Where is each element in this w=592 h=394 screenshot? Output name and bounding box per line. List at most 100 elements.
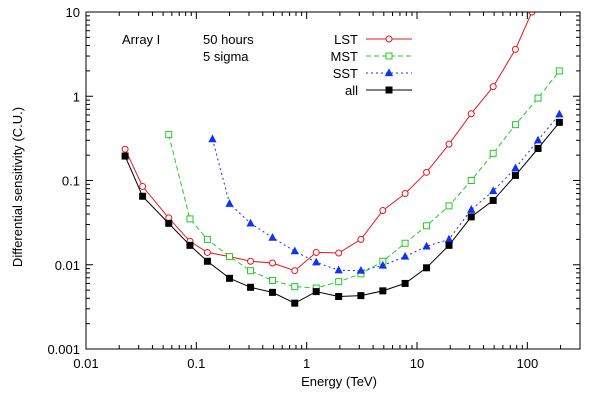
legend-label: all xyxy=(345,83,358,98)
legend-marker xyxy=(386,53,392,59)
series-mst xyxy=(166,68,563,291)
y-tick-label: 0.1 xyxy=(62,174,80,189)
legend-marker xyxy=(386,36,392,42)
data-point-mst xyxy=(248,268,254,274)
data-point-all xyxy=(358,293,364,299)
data-point-lst xyxy=(490,84,496,90)
x-tick-label: 1 xyxy=(303,356,310,371)
data-point-lst xyxy=(140,183,146,189)
data-point-mst xyxy=(490,150,496,156)
data-point-lst xyxy=(336,250,342,256)
series-line-all xyxy=(125,122,559,303)
data-point-all xyxy=(380,288,386,294)
data-point-lst xyxy=(269,260,275,266)
data-point-all xyxy=(468,214,474,220)
data-point-lst xyxy=(468,111,474,117)
data-point-lst xyxy=(204,249,210,255)
data-point-all xyxy=(556,119,562,125)
data-point-lst xyxy=(313,249,319,255)
data-point-all xyxy=(204,258,210,264)
data-point-sst xyxy=(226,200,233,206)
legend-item-mst: MST xyxy=(331,49,412,64)
data-point-lst xyxy=(358,236,364,242)
data-point-sst xyxy=(313,259,320,265)
data-point-sst xyxy=(247,220,254,226)
data-point-mst xyxy=(556,68,562,74)
legend-item-sst: SST xyxy=(333,66,412,81)
data-point-all xyxy=(490,197,496,203)
y-axis-label: Differential sensitivity (C.U.) xyxy=(10,107,25,267)
data-point-sst xyxy=(269,234,276,240)
data-point-all xyxy=(424,265,430,271)
data-point-mst xyxy=(468,178,474,184)
data-point-all xyxy=(227,275,233,281)
data-point-lst xyxy=(424,169,430,175)
data-point-all xyxy=(313,289,319,295)
y-tick-label: 0.01 xyxy=(55,258,80,273)
series-line-lst xyxy=(125,12,532,271)
data-point-all xyxy=(187,242,193,248)
x-tick-label: 100 xyxy=(517,356,539,371)
data-point-lst xyxy=(446,141,452,147)
data-point-all xyxy=(269,289,275,295)
data-point-mst xyxy=(336,279,342,285)
data-point-mst xyxy=(292,284,298,290)
data-point-all xyxy=(336,293,342,299)
data-point-all xyxy=(166,220,172,226)
data-point-lst xyxy=(512,46,518,52)
data-point-sst xyxy=(512,165,519,171)
series-line-sst xyxy=(213,114,560,270)
series-sst xyxy=(209,111,562,274)
data-point-all xyxy=(140,193,146,199)
legend-item-lst: LST xyxy=(334,32,412,47)
legend-marker xyxy=(386,87,392,93)
x-tick-label: 0.1 xyxy=(187,356,205,371)
data-point-mst xyxy=(535,95,541,101)
data-point-all xyxy=(122,153,128,159)
data-point-sst xyxy=(335,267,342,273)
data-point-lst xyxy=(402,191,408,197)
data-point-mst xyxy=(446,203,452,209)
data-point-mst xyxy=(512,122,518,128)
data-point-sst xyxy=(209,136,216,142)
data-point-mst xyxy=(166,132,172,138)
data-point-sst xyxy=(468,206,475,212)
data-point-mst xyxy=(227,254,233,260)
data-point-all xyxy=(248,284,254,290)
ticks-layer: 0.01 0.1 1 10 1000.0010.010.1110 xyxy=(47,5,580,371)
data-point-all xyxy=(402,280,408,286)
legend-label: LST xyxy=(334,32,358,47)
data-point-lst xyxy=(248,258,254,264)
data-point-sst xyxy=(535,137,542,143)
data-point-all xyxy=(446,242,452,248)
data-point-sst xyxy=(556,111,563,117)
legend-label: MST xyxy=(331,49,359,64)
x-axis-label: Energy (TeV) xyxy=(301,374,377,389)
y-tick-label: 10 xyxy=(66,5,80,20)
data-point-mst xyxy=(187,216,193,222)
data-point-mst xyxy=(269,278,275,284)
data-point-lst xyxy=(122,146,128,152)
series-lst xyxy=(122,9,535,274)
data-point-lst xyxy=(380,208,386,214)
data-point-all xyxy=(292,300,298,306)
legend: LST MST SST all xyxy=(331,32,412,98)
data-point-sst xyxy=(402,253,409,259)
annotation-array: Array I xyxy=(122,32,160,47)
x-tick-label: 0.01 xyxy=(73,356,98,371)
data-point-all xyxy=(512,172,518,178)
data-point-mst xyxy=(204,236,210,242)
data-point-all xyxy=(535,145,541,151)
legend-label: SST xyxy=(333,66,358,81)
legend-item-all: all xyxy=(345,83,412,98)
data-point-sst xyxy=(291,248,298,254)
y-tick-label: 1 xyxy=(73,89,80,104)
data-point-mst xyxy=(402,240,408,246)
data-point-lst xyxy=(292,268,298,274)
y-tick-label: 0.001 xyxy=(47,342,80,357)
annotation-sigma: 5 sigma xyxy=(203,49,249,64)
data-point-mst xyxy=(424,223,430,229)
annotation-hours: 50 hours xyxy=(203,32,254,47)
x-tick-label: 10 xyxy=(410,356,424,371)
